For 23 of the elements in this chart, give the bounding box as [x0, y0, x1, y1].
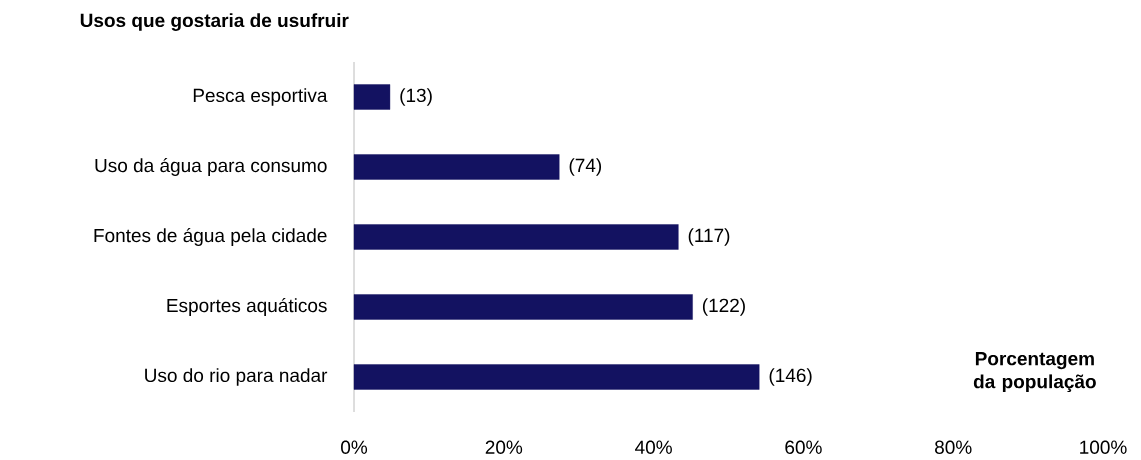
y-tick-label: Fontes de água pela cidade	[94, 228, 327, 246]
bar	[353, 294, 693, 320]
x-axis-title: Porcentagem da população	[973, 352, 1096, 393]
annotation: (74)	[569, 158, 602, 176]
y-tick-label: Uso do rio para nadar	[145, 368, 328, 386]
annotation: (146)	[769, 368, 812, 386]
y-tick-label: Uso da água para consumo	[95, 158, 327, 176]
annotation: (117)	[688, 228, 730, 246]
x-tick-label: 100%	[1080, 440, 1127, 454]
y-tick-label: Esportes aquáticos	[167, 298, 327, 316]
annotation: (122)	[702, 298, 745, 316]
bar	[353, 364, 760, 390]
x-tick-label: 0%	[341, 440, 368, 454]
bar	[353, 154, 560, 180]
bar	[353, 224, 679, 250]
x-tick-label: 80%	[935, 440, 972, 454]
chart-title: Usos que gostaria de usufruir	[80, 13, 349, 31]
y-tick-label: Pesca esportiva	[193, 88, 328, 106]
annotation: (13)	[400, 88, 432, 106]
x-tick-label: 20%	[485, 440, 523, 454]
x-tick-label: 60%	[785, 440, 822, 454]
x-tick-label: 40%	[635, 440, 672, 454]
bar	[353, 84, 391, 110]
